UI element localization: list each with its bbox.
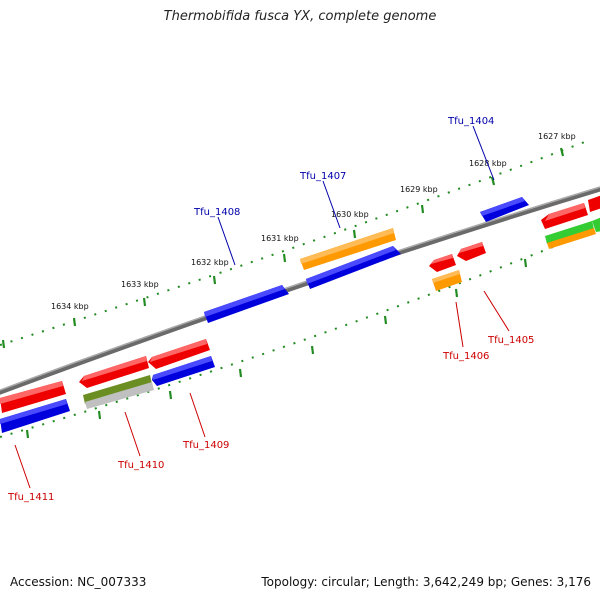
leader-tfu-1409 — [189, 392, 206, 438]
genome-backbone — [0, 186, 600, 395]
leader-tfu-1405 — [483, 290, 510, 332]
leader-tfu-1407 — [322, 180, 341, 229]
genome-summary-text: Topology: circular; Length: 3,642,249 bp… — [261, 575, 591, 589]
gene-edge-red[interactable] — [588, 195, 600, 212]
leader-tfu-1406 — [455, 301, 464, 348]
gene-right-red[interactable] — [541, 203, 588, 229]
kbp-label-1627: 1627 kbp — [538, 132, 576, 141]
gene-tfu-1410-olive[interactable] — [83, 375, 152, 404]
kbp-label-1632: 1632 kbp — [191, 258, 229, 267]
gene-edge-green[interactable] — [592, 217, 600, 232]
kbp-label-1629: 1629 kbp — [400, 185, 438, 194]
gene-tfu-1407-b[interactable] — [306, 246, 401, 289]
label-tfu-1405[interactable]: Tfu_1405 — [487, 335, 534, 346]
gene-tfu-1410-gray[interactable] — [85, 382, 154, 409]
label-tfu-1404[interactable]: Tfu_1404 — [447, 116, 494, 127]
gene-tfu-1406[interactable] — [432, 270, 462, 291]
leader-tfu-1408 — [217, 216, 236, 266]
kbp-label-1633: 1633 kbp — [121, 280, 159, 289]
gene-tfu-1409-b[interactable] — [152, 356, 215, 386]
gene-tfu-1408[interactable] — [204, 285, 289, 323]
map-title: Thermobifida fusca YX, complete genome — [163, 9, 437, 24]
leader-tfu-1411 — [14, 444, 31, 489]
label-tfu-1407[interactable]: Tfu_1407 — [299, 171, 346, 182]
label-tfu-1410[interactable]: Tfu_1410 — [117, 460, 164, 471]
inner-tick-track — [0, 227, 600, 438]
accession-text: Accession: NC_007333 — [10, 575, 147, 589]
gene-tfu-1406-a[interactable] — [429, 254, 456, 272]
gene-tfu-1405[interactable] — [457, 242, 486, 261]
gene-tfu-1409[interactable] — [148, 339, 210, 369]
label-tfu-1408[interactable]: Tfu_1408 — [193, 207, 240, 218]
leader-tfu-1410 — [124, 411, 141, 457]
label-tfu-1406[interactable]: Tfu_1406 — [442, 351, 489, 362]
outer-major-ticks — [1, 147, 565, 349]
gene-tfu-1407[interactable] — [300, 228, 396, 270]
kbp-label-1631: 1631 kbp — [261, 234, 299, 243]
label-tfu-1411[interactable]: Tfu_1411 — [7, 492, 54, 503]
kbp-label-1630: 1630 kbp — [331, 210, 369, 219]
kbp-label-1634: 1634 kbp — [51, 302, 89, 311]
gene-tfu-1410[interactable] — [79, 356, 149, 388]
gene-right-green[interactable] — [545, 221, 594, 244]
label-tfu-1409[interactable]: Tfu_1409 — [182, 440, 229, 451]
gene-tfu-1411[interactable] — [0, 381, 66, 413]
gene-tfu-1411-b[interactable] — [0, 399, 70, 433]
gene-right-orange[interactable] — [547, 228, 596, 249]
inner-major-ticks — [25, 258, 528, 439]
gene-tfu-1404[interactable] — [480, 197, 529, 222]
leader-tfu-1404 — [472, 125, 495, 181]
